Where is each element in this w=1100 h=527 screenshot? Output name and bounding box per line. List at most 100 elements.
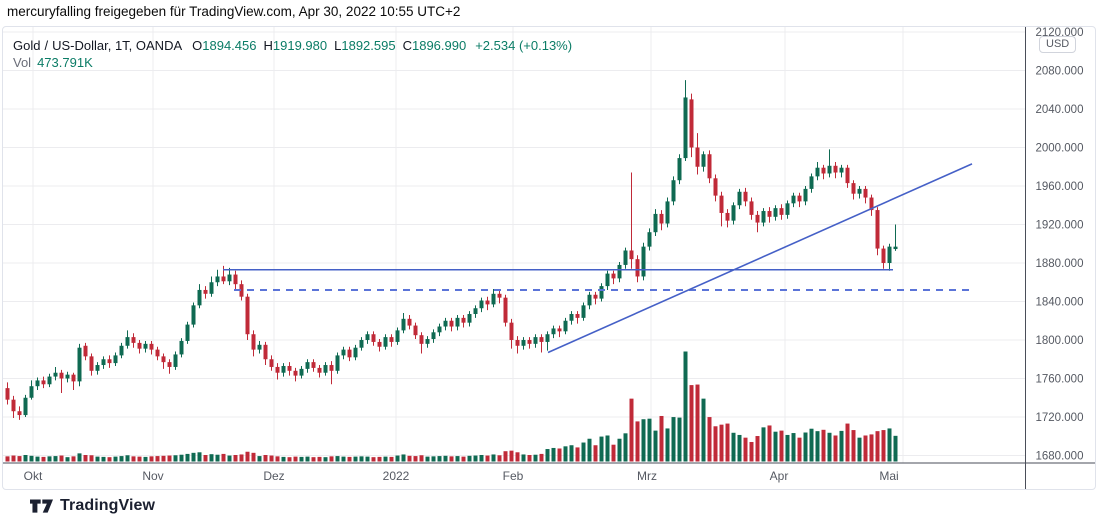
candle-body	[209, 282, 214, 294]
volume-bar	[113, 456, 118, 462]
candle-body	[17, 411, 22, 416]
price-tick-label: 1680.000	[1036, 451, 1084, 463]
candle-body	[707, 154, 712, 179]
candle-body	[527, 340, 532, 344]
currency-unit-badge[interactable]: USD	[1039, 36, 1077, 53]
volume-bar	[167, 455, 172, 462]
volume-bar	[197, 452, 202, 462]
volume-bar	[437, 456, 442, 462]
gridlines	[3, 27, 1026, 463]
volume-bar	[839, 430, 844, 462]
axes	[3, 27, 1095, 489]
candle-body	[323, 365, 328, 373]
candle-body	[833, 165, 838, 173]
volume-bar	[689, 385, 694, 462]
candle-body	[629, 250, 634, 260]
volume-bar	[503, 451, 508, 462]
candle-body	[671, 180, 676, 202]
time-axis[interactable]: Okt Nov Dez 2022 Feb Mrz Apr Mai	[24, 469, 899, 483]
candle-body	[125, 337, 130, 346]
symbol-name[interactable]: Gold	[13, 38, 41, 53]
candle-body	[653, 213, 658, 233]
volume-bar	[875, 431, 880, 462]
symbol-description: US-Dollar, 1T, OANDA	[52, 38, 183, 53]
attribution-text: mercuryfalling freigegeben für TradingVi…	[7, 4, 461, 19]
volume-bar	[533, 454, 538, 462]
candle-body	[413, 325, 418, 336]
candle-body	[83, 345, 88, 357]
volume-bar	[755, 436, 760, 462]
candle-body	[695, 147, 700, 167]
candle-body	[305, 362, 310, 369]
volume-bar	[383, 456, 388, 462]
volume-bar	[617, 438, 622, 462]
volume-bar	[521, 454, 526, 462]
candle-body	[791, 195, 796, 204]
candle-body	[587, 294, 592, 306]
candle-body	[875, 210, 880, 249]
candle-body	[743, 191, 748, 202]
candle-body	[821, 167, 826, 174]
volume-bar	[893, 435, 898, 462]
volume-bar	[281, 456, 286, 462]
candle-body	[641, 246, 646, 277]
candle-body	[47, 376, 52, 385]
candle-body	[65, 374, 70, 379]
volume-bar	[863, 435, 868, 462]
volume-bar	[701, 398, 706, 462]
volume-bar	[737, 434, 742, 462]
candle-body	[311, 362, 316, 368]
candle-body	[449, 320, 454, 327]
volume-bar	[779, 430, 784, 462]
volume-bar	[743, 437, 748, 462]
volume-bar	[5, 456, 10, 462]
volume-bar	[635, 421, 640, 462]
volume-bar	[317, 456, 322, 462]
candle-body	[149, 343, 154, 350]
volume-bar	[71, 456, 76, 462]
volume-bar	[245, 451, 250, 462]
volume-bar	[845, 423, 850, 462]
trendlines[interactable]	[223, 163, 975, 354]
candle-body	[815, 167, 820, 177]
volume-bar	[137, 456, 142, 462]
ohlc-low: L1892.595	[334, 38, 396, 53]
volume-bar	[335, 456, 340, 462]
volume-bar	[173, 455, 178, 462]
candle-body	[701, 154, 706, 167]
candle-body	[431, 332, 436, 340]
candle-body	[557, 328, 562, 332]
volume-bar	[515, 452, 520, 462]
candle-body	[767, 211, 772, 217]
volume-bar	[407, 455, 412, 462]
candle-body	[461, 317, 466, 323]
volume-bar	[377, 456, 382, 462]
candle-body	[485, 300, 490, 305]
price-axis[interactable]: 2120.0002080.0002040.0002000.0001960.000…	[1036, 27, 1084, 463]
candle-body	[599, 286, 604, 299]
volume-bar	[569, 445, 574, 462]
volume-bar	[305, 456, 310, 462]
volume-bar	[761, 427, 766, 462]
volume-bar	[401, 454, 406, 462]
ohlc-open: O1894.456	[192, 38, 257, 53]
candle-body	[365, 334, 370, 340]
candle-body	[143, 343, 148, 349]
candle-body	[545, 334, 550, 342]
tradingview-logo-icon	[30, 499, 53, 513]
tradingview-branding[interactable]: TradingView	[30, 497, 155, 515]
time-tick-label: Dez	[263, 469, 284, 483]
ohlc-high: H1919.980	[263, 38, 328, 53]
ascending-trendline[interactable]	[547, 163, 973, 354]
price-tick-label: 1800.000	[1036, 335, 1084, 347]
legend-row-main: Gold / US-Dollar, 1T, OANDA O1894.456 H1…	[13, 37, 572, 54]
volume-bar	[239, 454, 244, 462]
volume-bar	[257, 456, 262, 462]
candle-body	[179, 340, 184, 355]
candle-body	[509, 322, 514, 340]
volume-bar	[41, 456, 46, 462]
candle-body	[785, 203, 790, 215]
price-chart-canvas[interactable]: 2120.0002080.0002040.0002000.0001960.000…	[3, 27, 1095, 489]
price-tick-label: 1960.000	[1036, 181, 1084, 193]
